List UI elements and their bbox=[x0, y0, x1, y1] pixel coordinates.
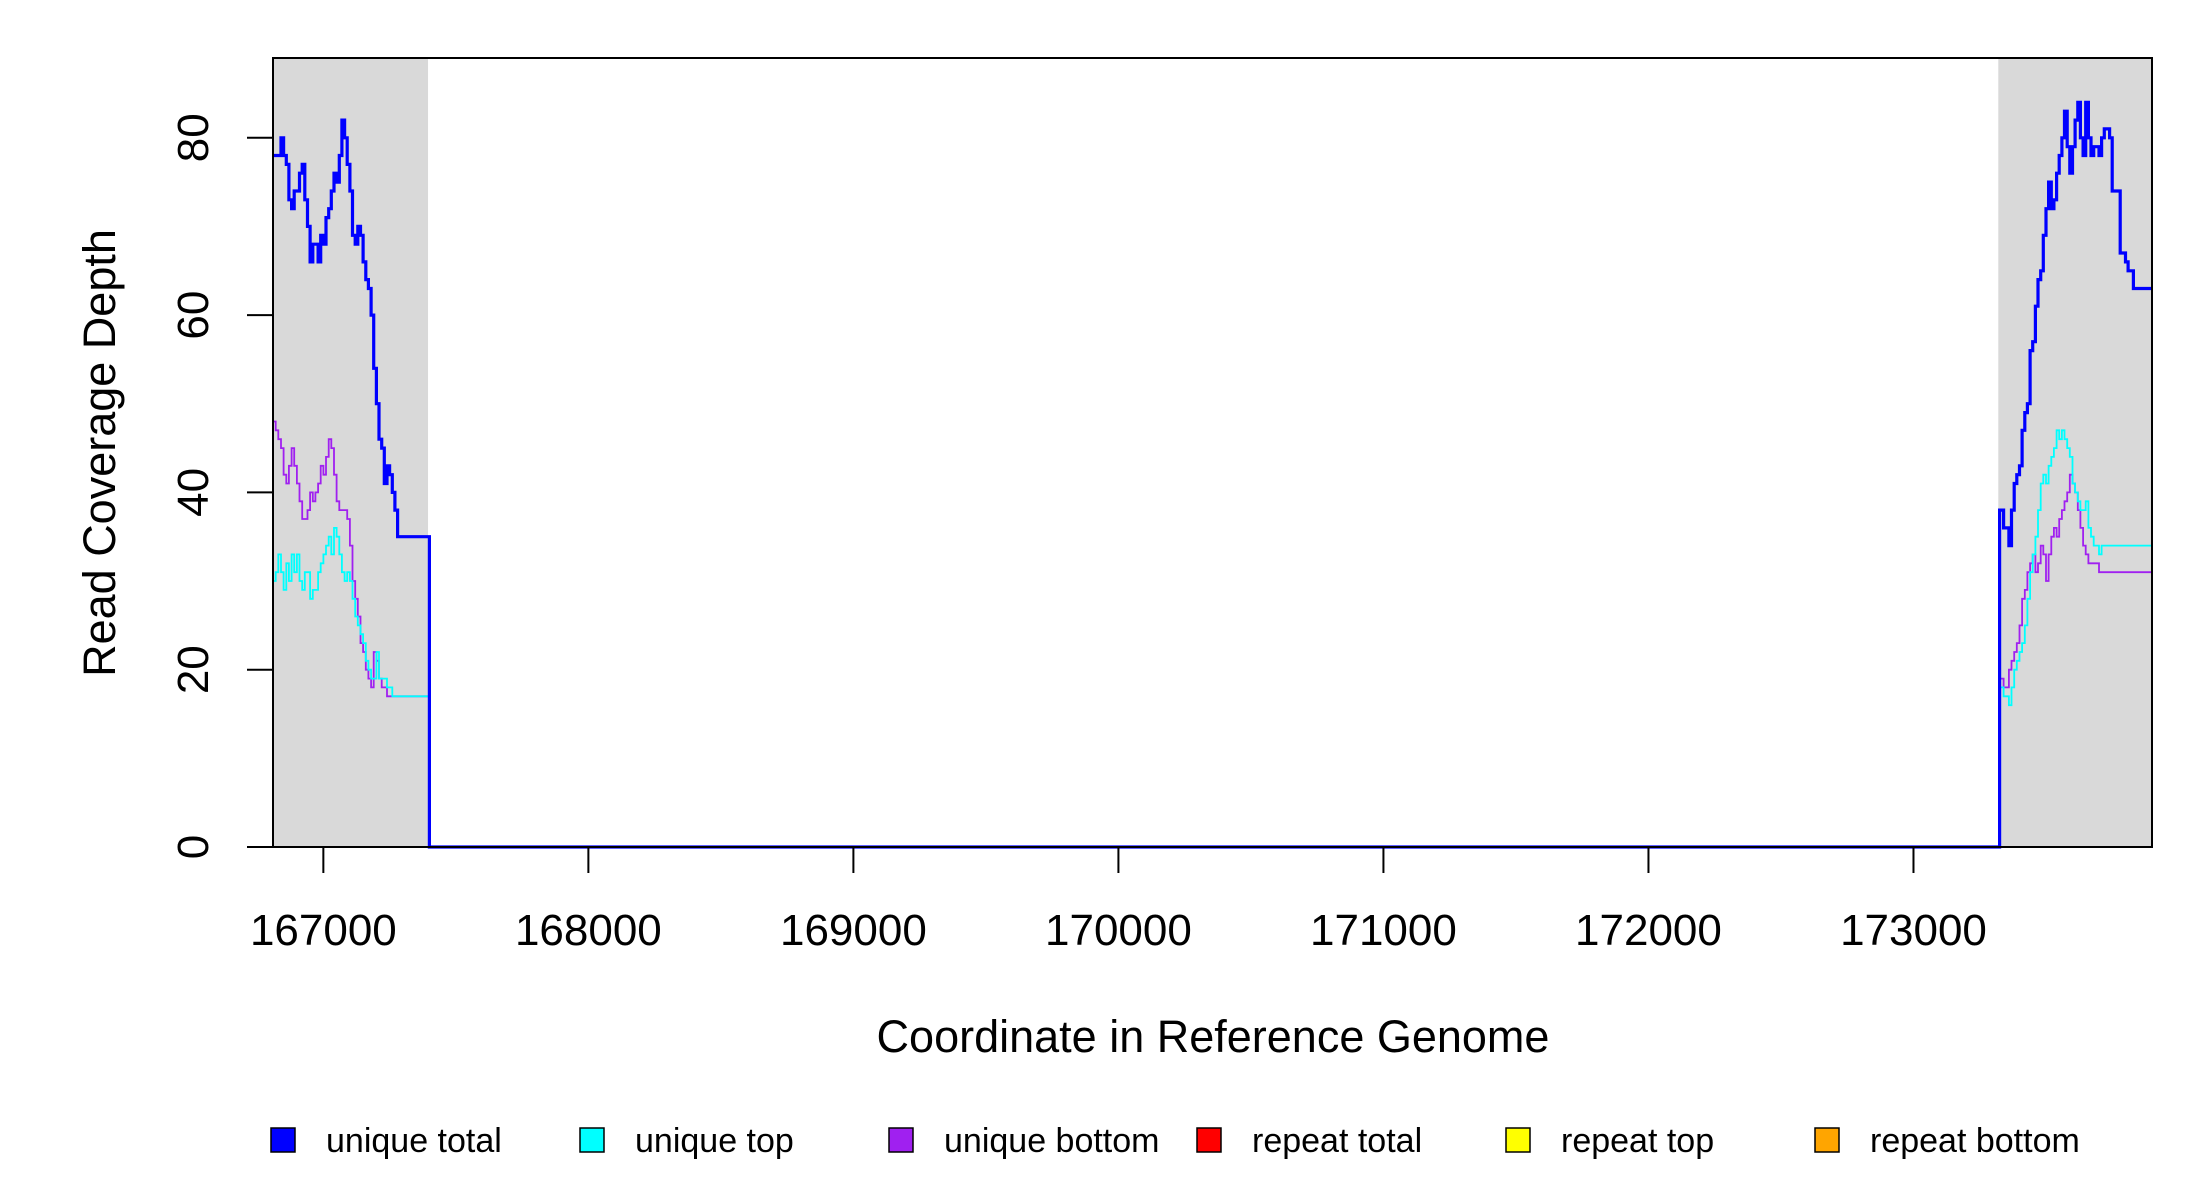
plot-frame bbox=[272, 57, 2153, 848]
legend-label-repeat-total: repeat total bbox=[1252, 1122, 1422, 1160]
legend-swatch-repeat-top bbox=[1505, 1127, 1531, 1153]
y-tick-label: 0 bbox=[169, 835, 218, 859]
y-tick-label: 40 bbox=[169, 468, 218, 517]
series-line-unique-top bbox=[273, 429, 2152, 848]
x-tick-label: 168000 bbox=[515, 906, 662, 955]
legend-swatch-unique-total bbox=[270, 1127, 296, 1153]
y-tick-label: 60 bbox=[169, 291, 218, 340]
legend-label-repeat-top: repeat top bbox=[1561, 1122, 1714, 1160]
series-line-unique-bottom bbox=[273, 420, 2152, 848]
x-tick-label: 170000 bbox=[1045, 906, 1192, 955]
x-tick-label: 172000 bbox=[1575, 906, 1722, 955]
x-tick-label: 167000 bbox=[250, 906, 397, 955]
legend-swatch-unique-top bbox=[579, 1127, 605, 1153]
shaded-regions bbox=[273, 58, 2152, 847]
legend-swatch-repeat-bottom bbox=[1814, 1127, 1840, 1153]
legend-label-unique-top: unique top bbox=[635, 1122, 794, 1160]
legend-label-unique-total: unique total bbox=[326, 1122, 502, 1160]
series-line-unique-total bbox=[273, 100, 2152, 849]
x-tick-label: 173000 bbox=[1840, 906, 1987, 955]
x-axis-title: Coordinate in Reference Genome bbox=[877, 1011, 1550, 1062]
y-tick-label: 20 bbox=[169, 645, 218, 694]
x-tick-label: 169000 bbox=[780, 906, 927, 955]
legend-swatch-unique-bottom bbox=[888, 1127, 914, 1153]
y-axis: 0 20 40 60 80 bbox=[169, 113, 274, 859]
y-axis-title: Read Coverage Depth bbox=[74, 229, 125, 677]
x-axis: 167000 168000 169000 170000 171000 172000 1730… bbox=[250, 846, 1987, 955]
legend-label-repeat-bottom: repeat bottom bbox=[1870, 1122, 2080, 1160]
series-lines bbox=[273, 100, 2152, 849]
shaded-region-2 bbox=[1998, 58, 2152, 847]
x-tick-label: 171000 bbox=[1310, 906, 1457, 955]
legend-label-unique-bottom: unique bottom bbox=[944, 1122, 1160, 1160]
y-tick-label: 80 bbox=[169, 113, 218, 162]
legend-swatch-repeat-total bbox=[1196, 1127, 1222, 1153]
legend: unique total unique top unique bottom repea… bbox=[270, 1122, 2080, 1160]
